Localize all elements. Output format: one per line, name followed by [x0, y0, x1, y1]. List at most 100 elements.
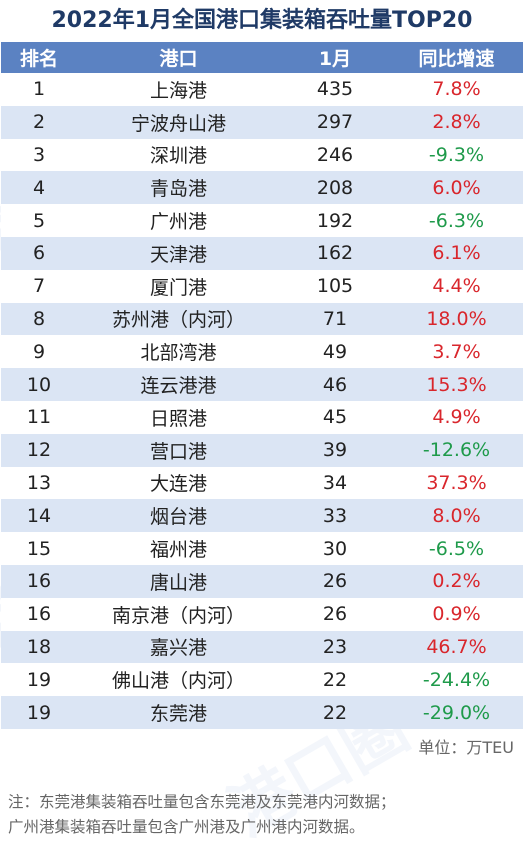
cell-growth: -29.0% — [390, 696, 523, 729]
table-row: 16 唐山港 26 0.2% — [1, 564, 523, 598]
cell-growth: -9.3% — [390, 138, 523, 172]
cell-jan: 435 — [280, 73, 390, 106]
cell-rank: 9 — [1, 335, 77, 369]
cell-port: 嘉兴港 — [77, 630, 280, 664]
cell-port: 苏州港（内河） — [77, 302, 280, 336]
table-body: 1 上海港 435 7.8% 2 宁波舟山港 297 2.8% 3 深圳港 246 -9.3% 4 青岛港… — [1, 73, 523, 729]
cell-jan: 162 — [280, 236, 390, 270]
table-row: 1 上海港 435 7.8% — [1, 73, 523, 106]
cell-rank: 5 — [1, 204, 77, 237]
cell-port: 深圳港 — [77, 138, 280, 172]
cell-rank: 13 — [1, 466, 77, 500]
cell-rank: 3 — [1, 138, 77, 172]
table-row: 3 深圳港 246 -9.3% — [1, 138, 523, 172]
cell-growth: -6.3% — [390, 204, 523, 237]
cell-port: 烟台港 — [77, 499, 280, 533]
cell-rank: 19 — [1, 663, 77, 697]
table-row: 18 嘉兴港 23 46.7% — [1, 630, 523, 664]
cell-port: 青岛港 — [77, 171, 280, 205]
table-row: 13 大连港 34 37.3% — [1, 466, 523, 500]
cell-rank: 11 — [1, 400, 77, 434]
cell-rank: 18 — [1, 630, 77, 664]
table-row: 8 苏州港（内河） 71 18.0% — [1, 302, 523, 336]
cell-port: 连云港港 — [77, 368, 280, 401]
cell-port: 广州港 — [77, 204, 280, 237]
cell-growth: 6.1% — [390, 236, 523, 270]
cell-rank: 8 — [1, 302, 77, 336]
table-row: 15 福州港 30 -6.5% — [1, 532, 523, 565]
cell-jan: 33 — [280, 499, 390, 533]
cell-jan: 46 — [280, 368, 390, 401]
cell-growth: 3.7% — [390, 335, 523, 369]
cell-jan: 26 — [280, 564, 390, 598]
cell-growth: -6.5% — [390, 532, 523, 565]
cell-growth: 15.3% — [390, 368, 523, 401]
table-row: 19 东莞港 22 -29.0% — [1, 696, 523, 729]
cell-rank: 14 — [1, 499, 77, 533]
cell-rank: 6 — [1, 236, 77, 270]
header-rank: 排名 — [1, 42, 77, 73]
cell-port: 南京港（内河） — [77, 597, 280, 631]
cell-growth: 46.7% — [390, 630, 523, 664]
port-ranking-table: 排名 港口 1月 同比增速 1 上海港 435 7.8% 2 宁波舟山港 297 2.8% 3 深… — [1, 42, 523, 729]
table-header-row: 排名 港口 1月 同比增速 — [1, 42, 523, 73]
cell-jan: 297 — [280, 105, 390, 139]
table-row: 2 宁波舟山港 297 2.8% — [1, 105, 523, 139]
cell-jan: 22 — [280, 663, 390, 697]
cell-rank: 16 — [1, 597, 77, 631]
cell-port: 营口港 — [77, 433, 280, 467]
cell-jan: 22 — [280, 696, 390, 729]
cell-rank: 4 — [1, 171, 77, 205]
cell-growth: 8.0% — [390, 499, 523, 533]
cell-port: 唐山港 — [77, 564, 280, 598]
cell-rank: 15 — [1, 532, 77, 565]
footnote-line: 广州港集装箱吞吐量包含广州港及广州港内河数据。 — [8, 818, 365, 836]
cell-jan: 105 — [280, 269, 390, 303]
unit-label: 单位：万TEU — [418, 738, 514, 757]
header-jan: 1月 — [280, 42, 390, 73]
cell-growth: 6.0% — [390, 171, 523, 205]
cell-jan: 71 — [280, 302, 390, 336]
cell-rank: 2 — [1, 105, 77, 139]
cell-jan: 45 — [280, 400, 390, 434]
cell-port: 大连港 — [77, 466, 280, 500]
cell-port: 东莞港 — [77, 696, 280, 729]
cell-jan: 49 — [280, 335, 390, 369]
footnote-line: 注：东莞港集装箱吞吐量包含东莞港及东莞港内河数据； — [8, 793, 396, 811]
table-row: 6 天津港 162 6.1% — [1, 236, 523, 270]
table-row: 16 南京港（内河） 26 0.9% — [1, 597, 523, 631]
header-growth: 同比增速 — [390, 42, 523, 73]
header-port: 港口 — [77, 42, 280, 73]
cell-growth: -12.6% — [390, 433, 523, 467]
table-row: 19 佛山港（内河） 22 -24.4% — [1, 663, 523, 697]
cell-jan: 23 — [280, 630, 390, 664]
cell-jan: 34 — [280, 466, 390, 500]
table-row: 11 日照港 45 4.9% — [1, 400, 523, 434]
cell-jan: 26 — [280, 597, 390, 631]
cell-growth: 37.3% — [390, 466, 523, 500]
cell-jan: 208 — [280, 171, 390, 205]
cell-port: 日照港 — [77, 400, 280, 434]
cell-rank: 10 — [1, 368, 77, 401]
table-row: 5 广州港 192 -6.3% — [1, 204, 523, 237]
cell-growth: 0.9% — [390, 597, 523, 631]
cell-jan: 192 — [280, 204, 390, 237]
cell-rank: 12 — [1, 433, 77, 467]
table-row: 9 北部湾港 49 3.7% — [1, 335, 523, 369]
cell-growth: 0.2% — [390, 564, 523, 598]
cell-rank: 16 — [1, 564, 77, 598]
cell-rank: 19 — [1, 696, 77, 729]
cell-port: 北部湾港 — [77, 335, 280, 369]
cell-growth: 2.8% — [390, 105, 523, 139]
footnote: 注：东莞港集装箱吞吐量包含东莞港及东莞港内河数据； 广州港集装箱吞吐量包含广州港… — [8, 790, 518, 840]
cell-port: 厦门港 — [77, 269, 280, 303]
cell-port: 佛山港（内河） — [77, 663, 280, 697]
table-row: 14 烟台港 33 8.0% — [1, 499, 523, 533]
cell-growth: 7.8% — [390, 73, 523, 106]
table-row: 4 青岛港 208 6.0% — [1, 171, 523, 205]
cell-growth: 4.4% — [390, 269, 523, 303]
cell-jan: 30 — [280, 532, 390, 565]
cell-growth: 18.0% — [390, 302, 523, 336]
table-title: 2022年1月全国港口集装箱吞吐量TOP20 — [51, 8, 473, 33]
cell-jan: 246 — [280, 138, 390, 172]
